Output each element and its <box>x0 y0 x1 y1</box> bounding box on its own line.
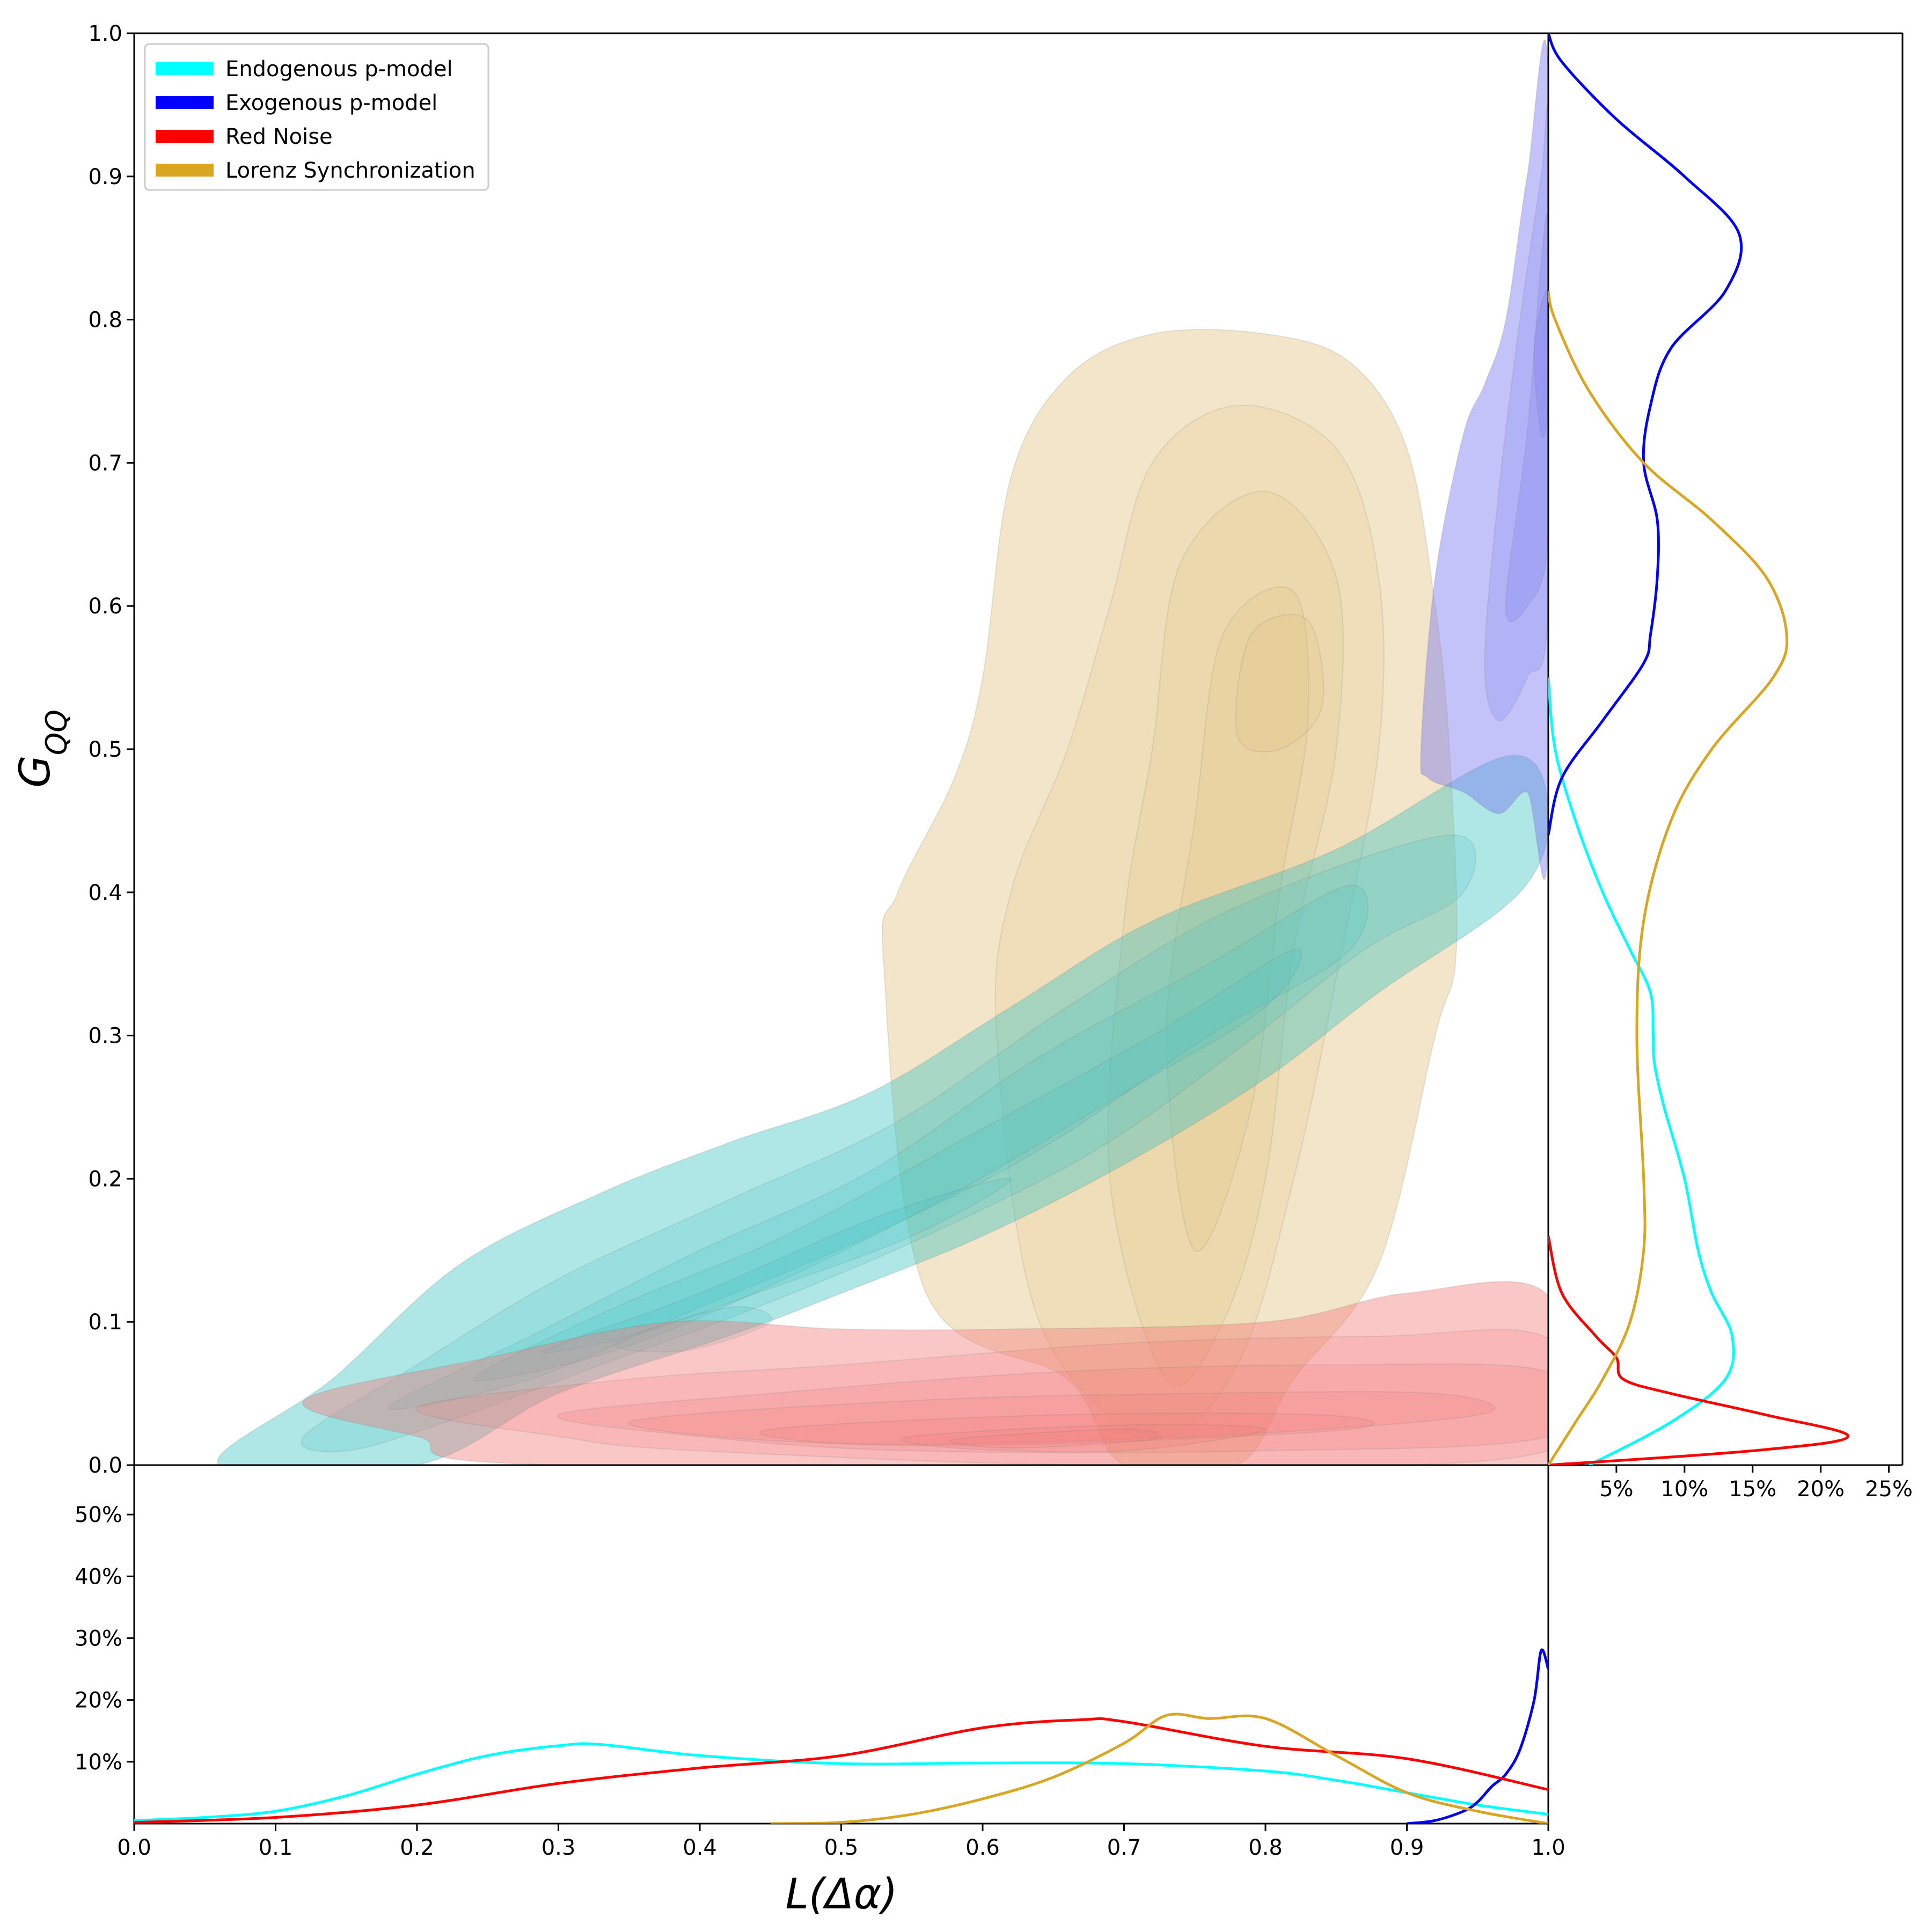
red_noise-marginal-y-curve <box>1548 1235 1849 1465</box>
y-tick-label: 0.5 <box>88 737 122 762</box>
red_noise-contour-level-5 <box>759 1413 1375 1446</box>
right-x-tick-label: 25% <box>1865 1477 1913 1502</box>
red_noise-marginal-x-curve <box>134 1717 1548 1824</box>
exogenous-contour-level-1 <box>1420 39 1548 880</box>
right-x-tick-label: 5% <box>1599 1477 1633 1502</box>
lorenz-contour-level-4 <box>1166 586 1309 1252</box>
right-x-tick-label: 15% <box>1729 1477 1776 1502</box>
y-tick-label: 0.7 <box>88 451 122 475</box>
red_noise-contour-level-4 <box>627 1391 1496 1445</box>
lorenz-marginal-y-curve <box>1548 290 1789 1465</box>
exogenous-contour-level-4 <box>1533 289 1548 438</box>
bottom-y-tick-label: 10% <box>75 1750 122 1775</box>
legend-label-lorenz: Lorenz Synchronization <box>225 158 475 183</box>
lorenz-contour-level-5 <box>1235 614 1324 752</box>
endogenous-contour-level-5 <box>542 1177 1012 1353</box>
exogenous-marginal-y-curve <box>1548 33 1743 836</box>
lorenz-contours <box>881 328 1458 1465</box>
legend: Endogenous p-model Exogenous p-model Red N… <box>144 43 489 191</box>
legend-swatch-lorenz <box>156 164 214 177</box>
endogenous-contour-level-2 <box>301 835 1476 1452</box>
lorenz-contour-level-3 <box>1107 491 1344 1386</box>
bottom-y-tick-label: 30% <box>75 1626 122 1651</box>
legend-label-exogenous: Exogenous p-model <box>225 91 437 115</box>
red_noise-contour-level-7 <box>949 1429 1161 1449</box>
endogenous-marginal-y-curve <box>1548 677 1736 1465</box>
right-x-tick-label: 20% <box>1797 1477 1845 1502</box>
x-tick-label: 0.3 <box>541 1835 576 1860</box>
bottom-y-tick-label: 20% <box>75 1688 122 1713</box>
y-tick-label: 0.6 <box>88 594 122 619</box>
red_noise-contour-level-2 <box>415 1329 1548 1465</box>
bottom-y-tick-label: 40% <box>75 1564 122 1589</box>
y-tick-label: 0.4 <box>88 881 122 905</box>
y-tick-label: 0.3 <box>88 1024 122 1049</box>
legend-swatch-endogenous <box>156 62 214 75</box>
x-tick-label: 0.4 <box>683 1835 717 1860</box>
x-tick-label: 0.1 <box>259 1835 293 1860</box>
x-tick-label: 0.5 <box>824 1835 859 1860</box>
endogenous-marginal-x-curve <box>134 1742 1548 1822</box>
red_noise-contour-level-6 <box>901 1424 1267 1453</box>
y-tick-label: 0.9 <box>88 165 122 189</box>
lorenz-marginal-x-curve <box>770 1713 1548 1824</box>
lorenz-contour-level-2 <box>994 405 1385 1438</box>
endogenous-contour-level-3 <box>388 884 1369 1410</box>
right-marginal-plot: 5% 10% 15% 20% 25% <box>1548 32 1913 1502</box>
legend-swatch-exogenous <box>156 96 214 109</box>
x-tick-label: 0.0 <box>117 1835 151 1860</box>
endogenous-contour-level-4 <box>473 948 1302 1381</box>
right-x-tick-label: 10% <box>1660 1477 1708 1502</box>
bottom-marginal-plot: 0.0 0.1 0.2 0.3 0.4 0.5 0.6 0.7 0.8 0.9 1.0 10% 20% 3… <box>75 1465 1565 1860</box>
legend-label-red_noise: Red Noise <box>225 125 333 149</box>
y-tick-label: 0.1 <box>88 1310 122 1335</box>
y-tick-label: 0.0 <box>88 1453 122 1478</box>
endogenous-contours <box>217 755 1548 1465</box>
x-tick-label: 0.6 <box>965 1835 1000 1860</box>
x-tick-label: 1.0 <box>1531 1835 1565 1860</box>
x-tick-label: 0.9 <box>1390 1835 1424 1860</box>
legend-label-endogenous: Endogenous p-model <box>225 57 453 82</box>
main-joint-plot: 0.0 0.1 0.2 0.3 0.4 0.5 0.6 0.7 0.8 0.9 1.0 <box>88 21 1549 1478</box>
bottom-y-tick-label: 50% <box>75 1503 122 1527</box>
exogenous-contours <box>1420 39 1548 880</box>
y-tick-label: 0.2 <box>88 1167 122 1191</box>
endogenous-contour-level-6 <box>613 1306 772 1353</box>
density-contours <box>217 39 1548 1465</box>
right-marginal-curves <box>1548 33 1849 1465</box>
y-tick-label: 0.8 <box>88 308 122 333</box>
legend-swatch-red_noise <box>156 130 214 143</box>
lorenz-contour-level-1 <box>881 328 1458 1465</box>
legend-box <box>144 43 489 191</box>
x-tick-label: 0.8 <box>1248 1835 1283 1860</box>
y-tick-label: 1.0 <box>88 21 122 46</box>
red_noise-contour-level-3 <box>557 1363 1548 1453</box>
red_noise-contours <box>302 1280 1548 1465</box>
x-tick-label: 0.2 <box>400 1835 434 1860</box>
bottom-marginal-curves <box>134 1648 1548 1824</box>
x-tick-label: 0.7 <box>1107 1835 1141 1860</box>
x-axis-label: L(Δα) <box>785 1870 897 1919</box>
